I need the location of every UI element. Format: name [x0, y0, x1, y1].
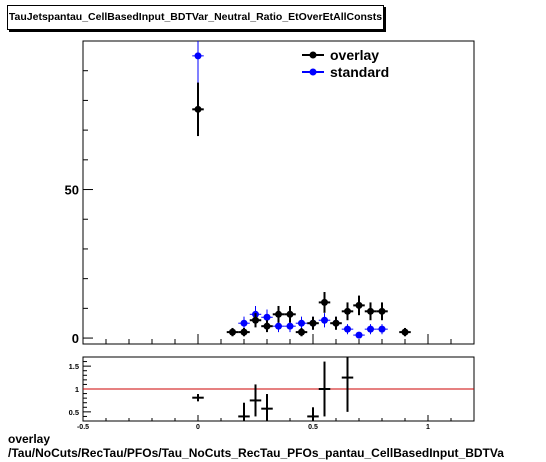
overlay-point	[364, 302, 377, 321]
ratio-point	[249, 384, 262, 417]
main-y-tick-label: 50	[65, 183, 79, 198]
overlay-point	[261, 320, 273, 333]
overlay-point-marker	[321, 298, 328, 306]
overlay-point-marker	[332, 319, 340, 327]
legend-marker	[309, 68, 317, 76]
standard-point	[341, 324, 354, 335]
standard-point-marker	[240, 319, 248, 327]
overlay-point	[226, 327, 239, 337]
ratio-point	[307, 407, 319, 421]
ratio-y-tick-label: 1	[75, 385, 79, 394]
overlay-point	[330, 316, 342, 330]
standard-point-marker	[194, 52, 202, 60]
overlay-point	[272, 305, 285, 323]
legend-marker	[309, 51, 317, 59]
standard-point	[192, 41, 204, 85]
overlay-point	[307, 316, 319, 330]
legend-label: standard	[330, 64, 389, 80]
chart-title: TauJetspantau_CellBasedInput_BDTVar_Neut…	[7, 5, 384, 30]
overlay-point-marker	[263, 322, 271, 330]
overlay-point	[318, 292, 331, 313]
main-plot-frame	[82, 40, 475, 345]
overlay-point-marker	[344, 307, 351, 315]
standard-point	[238, 316, 250, 330]
overlay-point-marker	[286, 310, 294, 318]
standard-point	[318, 313, 331, 328]
standard-point-marker	[355, 331, 363, 339]
overlay-point	[249, 313, 262, 328]
overlay-point	[399, 327, 411, 337]
standard-point-marker	[286, 322, 294, 330]
ratio-x-tick-label: 1	[426, 424, 430, 431]
overlay-point-marker	[378, 307, 386, 315]
standard-point	[376, 324, 388, 335]
overlay-point-marker	[275, 310, 282, 318]
overlay-point-marker	[240, 328, 248, 336]
legend-label: overlay	[330, 47, 379, 63]
standard-point-marker	[378, 325, 386, 333]
ratio-y-tick-label: 1.5	[69, 362, 79, 371]
overlay-point-marker	[355, 301, 363, 309]
standard-point	[353, 331, 365, 339]
ratio-x-tick-label: -0.5	[77, 424, 89, 431]
standard-point-marker	[344, 325, 351, 333]
footer-line-2: /Tau/NoCuts/RecTau/PFOs/Tau_NoCuts_RecTa…	[8, 446, 504, 460]
standard-point-marker	[321, 316, 328, 324]
standard-point-marker	[298, 319, 305, 327]
standard-point	[284, 320, 296, 333]
ratio-point	[261, 394, 273, 421]
standard-point	[295, 316, 308, 330]
main-y-tick-label: 0	[72, 331, 79, 346]
overlay-point-marker	[298, 328, 305, 336]
overlay-point-marker	[194, 105, 202, 113]
overlay-point	[295, 327, 308, 337]
overlay-point-marker	[401, 328, 409, 336]
standard-point-marker	[367, 325, 374, 333]
overlay-point	[341, 302, 354, 321]
overlay-point-marker	[229, 328, 236, 336]
ratio-x-tick-label: 0	[196, 424, 200, 431]
overlay-point-marker	[309, 319, 317, 327]
ratio-point	[192, 394, 204, 402]
overlay-point	[284, 305, 296, 323]
overlay-point	[192, 82, 204, 137]
standard-point-marker	[263, 313, 271, 321]
overlay-point	[376, 302, 388, 321]
overlay-point	[353, 295, 365, 316]
overlay-point	[238, 327, 250, 337]
standard-point	[364, 324, 377, 335]
ratio-point	[318, 361, 331, 417]
ratio-y-tick-label: 0.5	[69, 408, 79, 417]
overlay-point-marker	[367, 307, 374, 315]
ratio-point	[238, 402, 250, 421]
ratio-x-tick-label: 0.5	[308, 424, 318, 431]
footer-line-1: overlay	[8, 432, 51, 446]
standard-point-marker	[275, 322, 282, 330]
ratio-point	[341, 357, 354, 412]
overlay-point-marker	[252, 316, 259, 324]
